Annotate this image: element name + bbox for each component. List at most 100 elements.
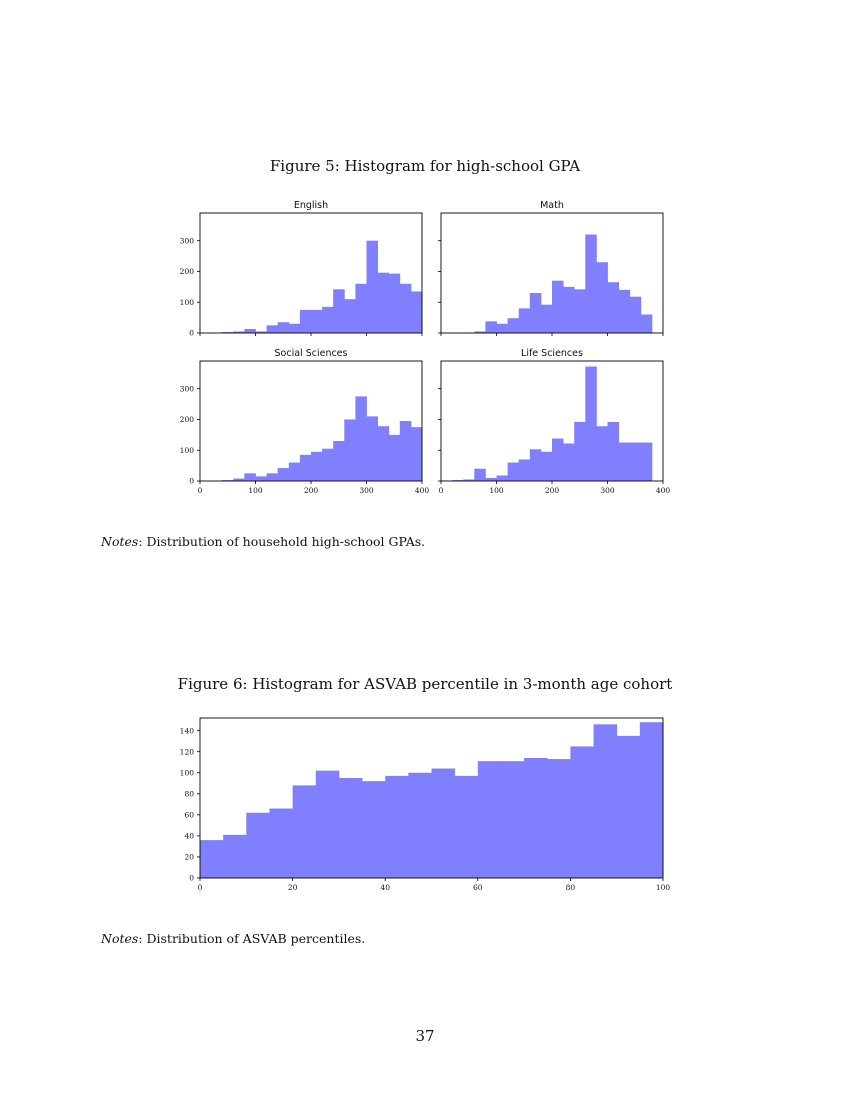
histogram-bar: [618, 442, 631, 481]
histogram-bar: [454, 775, 479, 878]
panel-title: English: [294, 200, 328, 211]
histogram-bar: [377, 272, 390, 333]
histogram-bar: [311, 309, 323, 333]
y-tick-label: 80: [184, 789, 194, 798]
figure5-notes: Notes: Distribution of household high-sc…: [101, 534, 425, 549]
histogram-bar: [540, 451, 553, 481]
y-tick-label: 0: [189, 477, 194, 486]
histogram-bar: [222, 480, 234, 481]
histogram-bar: [410, 291, 423, 333]
histogram-bar: [277, 468, 290, 481]
histogram-bar: [563, 286, 575, 333]
chart-panel-4: 0 20 40 60 80 100 0 20 40 60 80 100 120 140: [180, 717, 671, 892]
x-tick-label: 300: [600, 486, 615, 495]
histogram-bar: [529, 293, 542, 333]
histogram-bar: [496, 323, 508, 333]
histogram-bar: [288, 323, 301, 333]
histogram-bar: [563, 443, 575, 481]
axes-frame: [199, 717, 664, 879]
histogram-bar: [266, 473, 279, 481]
y-tick-label: 300: [180, 384, 195, 393]
histogram-bar: [366, 240, 378, 333]
histogram-bar: [431, 768, 456, 878]
histogram-bar: [524, 758, 548, 878]
chart-panel-0: English 0 100 200 300: [180, 200, 423, 338]
histogram-bar: [529, 449, 542, 481]
histogram-bar: [540, 304, 553, 333]
chart-panel-1: Math: [438, 200, 664, 336]
histogram-bar: [477, 761, 502, 878]
histogram-bar: [570, 746, 594, 878]
histogram-bar: [344, 299, 356, 333]
page-number: 37: [415, 1027, 435, 1045]
histogram-bar: [507, 318, 520, 333]
histogram-bar: [385, 775, 409, 878]
x-tick-label: 0: [198, 486, 203, 495]
histogram-bar: [640, 314, 653, 333]
y-tick-label: 100: [180, 298, 195, 307]
figure5-notes-label: Notes: [101, 534, 139, 549]
histogram-bar: [574, 289, 586, 333]
histogram-bar: [452, 480, 464, 481]
histogram-bar: [399, 421, 412, 481]
histogram-bar: [596, 262, 608, 333]
histogram-bar: [311, 451, 323, 481]
x-tick-label: 0: [198, 883, 203, 892]
histogram-bar: [518, 308, 531, 333]
histogram-bar: [485, 477, 497, 481]
y-tick-label: 40: [184, 832, 194, 841]
histogram-bar: [618, 289, 631, 333]
histogram-bar: [366, 416, 378, 481]
histogram-bar: [233, 331, 245, 333]
histogram-bar: [585, 366, 597, 481]
histogram-bar: [408, 772, 432, 878]
y-tick-label: 20: [184, 853, 194, 862]
histogram-bar: [552, 438, 564, 481]
histogram-bar: [246, 812, 270, 878]
histogram-bar: [500, 761, 525, 878]
y-tick-label: 100: [180, 768, 195, 777]
histogram-bar: [244, 329, 256, 333]
histogram-bar: [222, 332, 234, 333]
y-tick-label: 120: [180, 747, 195, 756]
histogram-bar: [640, 442, 653, 481]
histogram-bar: [362, 781, 386, 878]
x-tick-label: 100: [248, 486, 263, 495]
histogram-bar: [607, 421, 619, 481]
histogram-bar: [223, 834, 247, 878]
histogram-bar: [338, 778, 363, 878]
histogram-bar: [255, 331, 267, 333]
histogram-bar: [299, 309, 312, 333]
histogram-bar: [410, 427, 423, 481]
histogram-bar: [233, 478, 245, 481]
y-tick-label: 140: [180, 726, 195, 735]
histogram-bar: [496, 475, 508, 481]
y-tick-label: 60: [184, 811, 194, 820]
x-tick-label: 0: [439, 486, 444, 495]
histogram-bar: [388, 273, 401, 333]
histogram-bar: [244, 473, 256, 481]
histogram-bar: [333, 441, 345, 481]
histogram-bar: [200, 840, 224, 878]
histogram-bar: [288, 462, 301, 481]
y-tick-label: 0: [189, 874, 194, 883]
x-tick-label: 100: [656, 883, 671, 892]
histogram-bar: [322, 448, 334, 481]
figure5-notes-text: : Distribution of household high-school …: [138, 534, 426, 549]
histogram-bar: [299, 454, 312, 481]
histogram-bar: [607, 282, 619, 333]
x-tick-label: 200: [304, 486, 319, 495]
x-tick-label: 200: [545, 486, 560, 495]
histogram-bar: [399, 283, 412, 333]
histogram-bar: [485, 321, 497, 333]
y-tick-label: 200: [180, 415, 195, 424]
histogram-bar: [474, 468, 486, 481]
histogram-bar: [585, 234, 597, 333]
histogram-bar: [322, 306, 334, 333]
histogram-bar: [463, 479, 475, 481]
histogram-bar: [629, 442, 642, 481]
histogram-bar: [315, 770, 340, 878]
histogram-bar: [507, 462, 520, 481]
histogram-bar: [292, 785, 317, 878]
